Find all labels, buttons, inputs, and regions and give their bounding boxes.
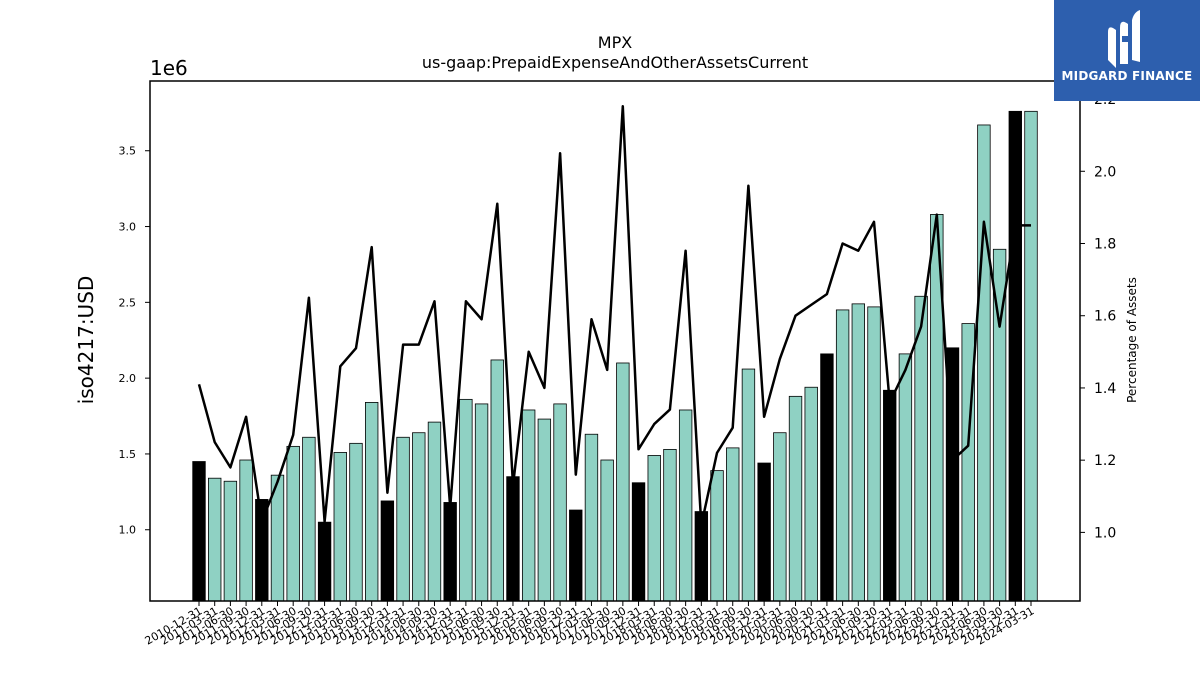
midgard-logo-icon <box>1108 10 1140 68</box>
bar-2015-09-30 <box>490 359 504 602</box>
chart-title: MPX <box>597 33 633 52</box>
x-axis: 2010-12-312011-03-312011-06-302011-09-30… <box>143 601 1037 648</box>
bar-2019-06-30 <box>726 447 740 602</box>
bar-2023-12-31 <box>1008 110 1022 602</box>
bar-2014-03-31 <box>396 436 410 602</box>
y2-tick-label: 2.0 <box>1094 164 1116 180</box>
bar-2018-06-30 <box>663 448 677 602</box>
bar-2021-09-30 <box>867 306 881 602</box>
y-tick-label: 3.5 <box>119 145 137 158</box>
y2-tick-label: 1.4 <box>1094 381 1116 397</box>
bar-2017-03-31 <box>584 433 599 602</box>
y-axis-label: iso4217:USD <box>74 275 98 405</box>
bar-2012-09-30 <box>302 436 316 602</box>
bar-2019-03-31 <box>710 470 724 602</box>
bar-2020-03-31 <box>773 432 787 602</box>
bar-2019-12-31 <box>757 462 771 602</box>
bar-2014-09-30 <box>427 421 442 602</box>
bar-2021-06-30 <box>851 303 865 602</box>
bar-2020-12-31 <box>820 353 834 602</box>
plot-frame <box>149 80 1081 602</box>
y-tick-label: 1.0 <box>119 524 137 537</box>
bar-2022-03-31 <box>898 353 913 602</box>
y-tick-label: 2.0 <box>119 372 137 385</box>
y2-tick-label: 1.8 <box>1094 237 1116 253</box>
bar-2011-06-30 <box>223 480 238 602</box>
bar-2013-12-31 <box>380 500 395 602</box>
chart-subtitle: us-gaap:PrepaidExpenseAndOtherAssetsCurr… <box>421 53 809 72</box>
bar-2013-06-30 <box>349 442 363 602</box>
y-tick-label: 2.5 <box>119 296 137 309</box>
bar-2021-12-31 <box>883 389 897 602</box>
bar-2016-06-30 <box>537 418 552 602</box>
bar-2013-03-31 <box>333 452 347 602</box>
bar-2016-09-30 <box>553 403 567 602</box>
y-axis-right: 1.01.21.41.61.82.02.2 <box>1080 92 1116 541</box>
y-offset-label: 1e6 <box>150 56 188 80</box>
bar-2016-03-31 <box>521 409 536 602</box>
bar-2023-06-30 <box>977 124 991 602</box>
bar-2017-12-31 <box>631 482 646 602</box>
y2-tick-label: 1.2 <box>1094 453 1116 469</box>
bar-2012-12-31 <box>317 521 332 602</box>
bar-2017-09-30 <box>616 362 630 602</box>
bar-2017-06-30 <box>600 459 614 602</box>
bar-2018-03-31 <box>647 455 661 602</box>
bar-2019-09-30 <box>741 368 756 602</box>
logo: MIDGARD FINANCE <box>1054 0 1200 101</box>
bar-2010-12-31 <box>192 461 206 602</box>
percentage-line <box>197 105 1031 527</box>
bar-2014-06-30 <box>412 432 426 602</box>
bar-2015-06-30 <box>474 403 489 602</box>
bar-2015-03-31 <box>459 398 473 602</box>
y-tick-label: 1.5 <box>119 448 137 461</box>
bar-2020-09-30 <box>804 386 818 602</box>
bar-2015-12-31 <box>506 476 520 602</box>
bar-2018-09-30 <box>678 409 693 602</box>
y-tick-label: 3.0 <box>119 221 137 234</box>
y2-axis-label: Percentage of Assets <box>1125 277 1139 403</box>
bar-2024-03-31 <box>1024 110 1038 602</box>
bar-2016-12-31 <box>569 509 583 602</box>
bar-2014-12-31 <box>443 502 457 602</box>
bar-2011-03-31 <box>208 477 222 602</box>
bar-2013-09-30 <box>364 401 379 602</box>
bar-2012-06-30 <box>286 445 300 602</box>
logo-text: MIDGARD FINANCE <box>1061 69 1193 83</box>
bar-2021-03-31 <box>835 309 850 602</box>
y2-tick-label: 1.0 <box>1094 525 1116 541</box>
bar-2011-09-30 <box>239 459 253 602</box>
y-axis-left: 1.0 1.5 2.0 2.5 3.0 3.5 <box>119 145 150 537</box>
y2-tick-label: 1.6 <box>1094 309 1116 325</box>
bar-2020-06-30 <box>788 395 803 602</box>
